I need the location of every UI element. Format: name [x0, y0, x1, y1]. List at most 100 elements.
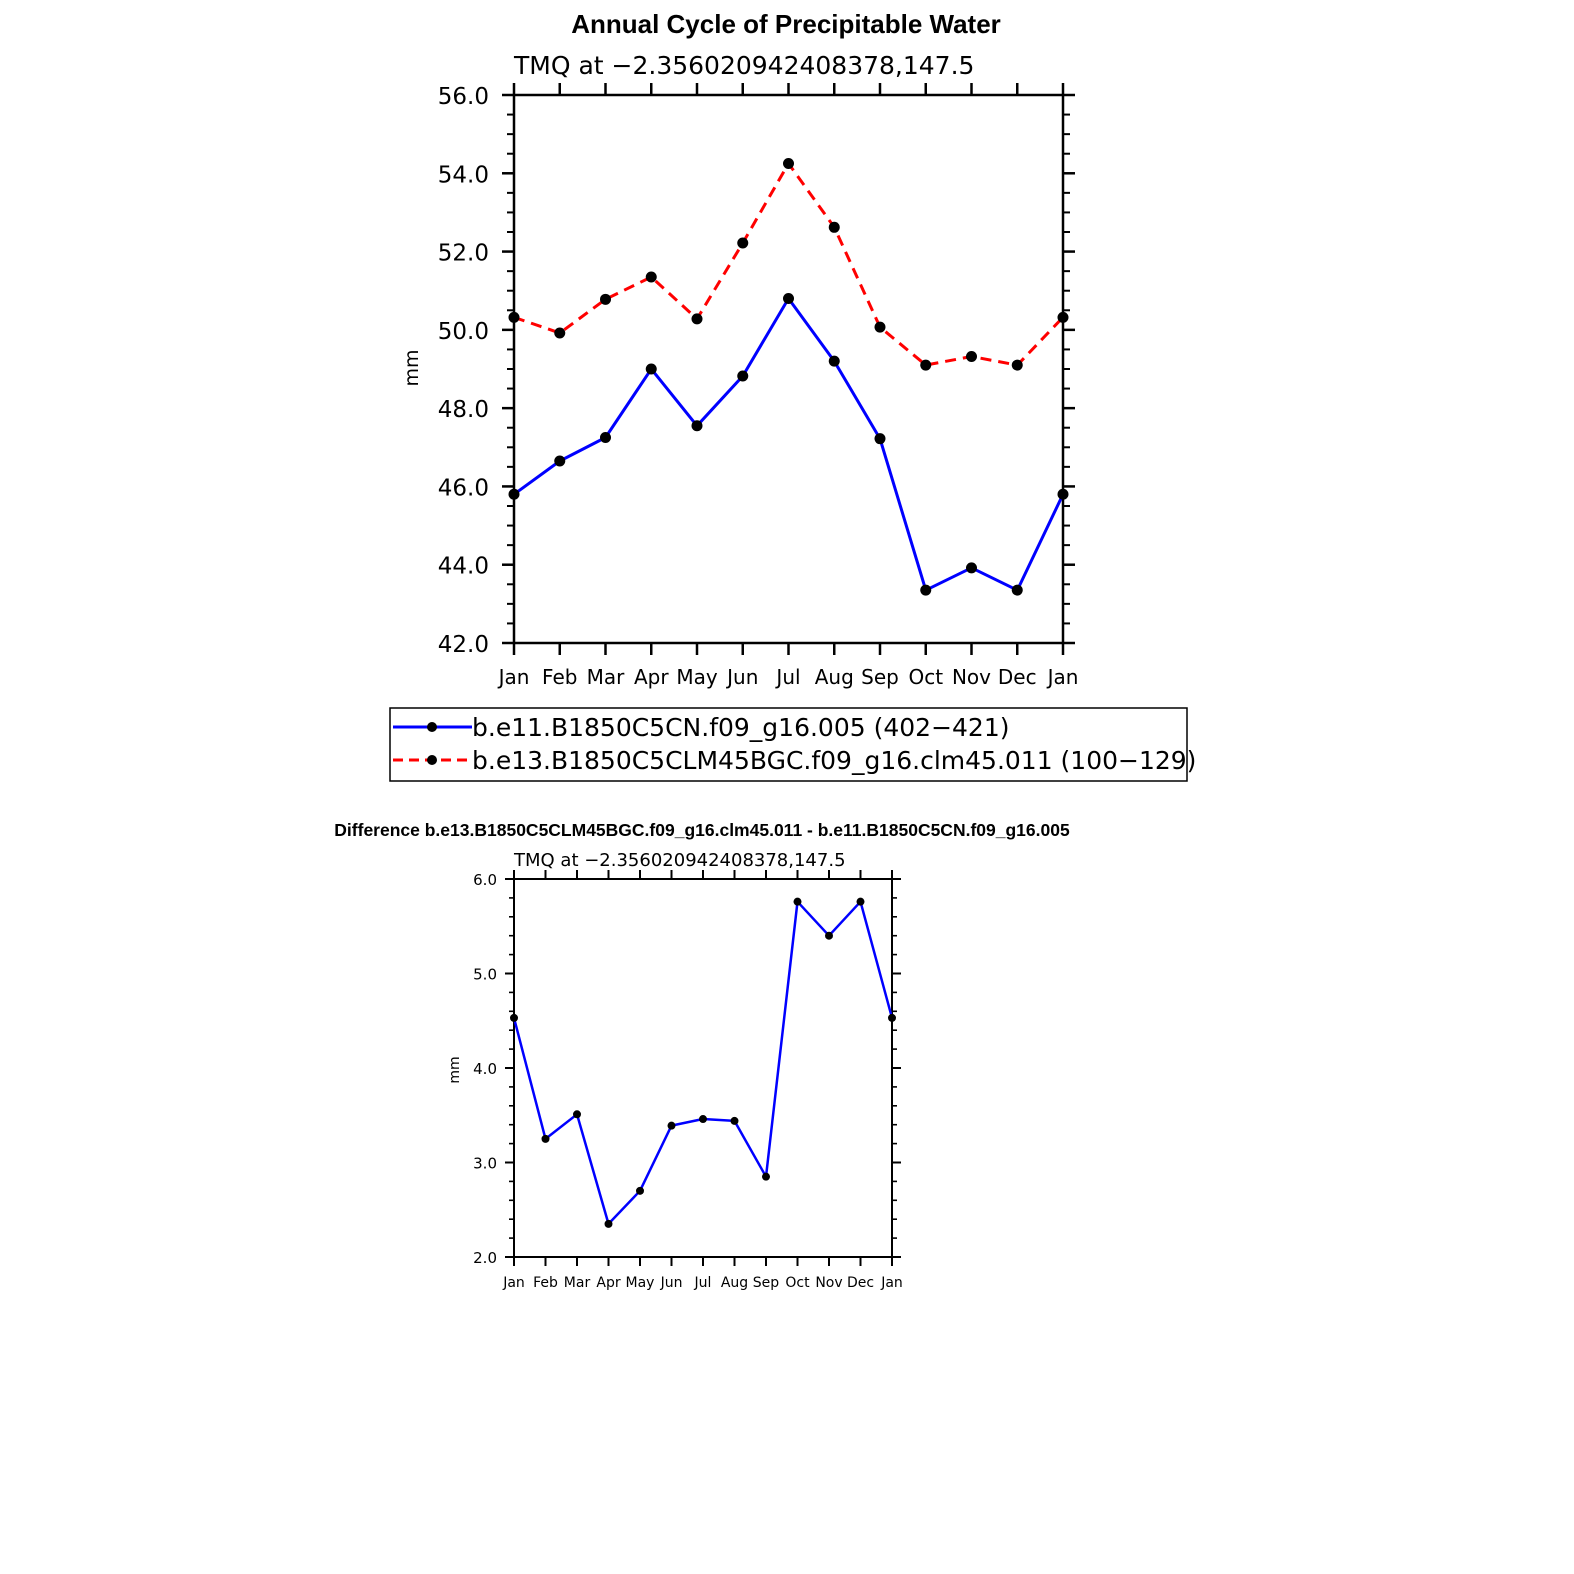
- data-point: [645, 271, 657, 283]
- difference-series-line-0: [512, 900, 894, 1226]
- difference-data-point: [604, 1219, 613, 1228]
- legend-marker-red: [427, 755, 437, 765]
- y-tick-label: 50.0: [438, 319, 489, 345]
- difference-subtitle: TMQ at −2.356020942408378,147.5: [513, 850, 846, 871]
- difference-x-tick-label: Jul: [694, 1275, 712, 1291]
- data-point: [828, 355, 840, 367]
- data-point: [691, 313, 703, 325]
- data-point: [645, 363, 657, 375]
- difference-x-tick-label: Oct: [785, 1275, 810, 1291]
- chart-title: Annual Cycle of Precipitable Water: [571, 9, 1001, 39]
- difference-x-tick-label: Sep: [753, 1275, 780, 1291]
- difference-data-point: [541, 1134, 550, 1143]
- x-tick-label: Mar: [587, 665, 626, 689]
- annual-cycle-chart: Annual Cycle of Precipitable Water TMQ a…: [401, 9, 1078, 689]
- x-tick-label: Jul: [774, 665, 800, 689]
- chart-subtitle: TMQ at −2.356020942408378,147.5: [513, 51, 974, 80]
- data-point: [508, 311, 520, 323]
- x-tick-label: Nov: [952, 665, 991, 689]
- series-line-0: [513, 297, 1065, 592]
- difference-series: [510, 897, 896, 1228]
- data-point: [508, 488, 520, 500]
- data-point: [828, 221, 840, 233]
- legend: b.e11.B1850C5CN.f09_g16.005 (402−421) b.…: [389, 707, 1196, 782]
- difference-x-tick-label: Apr: [596, 1275, 620, 1291]
- y-axis-label: mm: [401, 349, 423, 386]
- data-point: [1057, 311, 1069, 323]
- difference-data-point: [888, 1013, 896, 1022]
- difference-x-tick-label: Jun: [660, 1275, 683, 1291]
- data-point: [783, 293, 794, 305]
- x-tick-label: Jan: [1046, 665, 1079, 689]
- difference-data-point: [793, 897, 802, 906]
- x-tick-label: Jun: [725, 665, 758, 689]
- x-tick-label: Dec: [998, 665, 1037, 689]
- data-point: [600, 432, 611, 443]
- data-point: [1057, 488, 1069, 500]
- difference-y-tick-label: 2.0: [473, 1249, 497, 1267]
- legend-label-red: b.e13.B1850C5CLM45BGC.f09_g16.clm45.011 …: [472, 746, 1196, 775]
- data-point: [1011, 584, 1023, 596]
- difference-axis-ticks: [505, 870, 901, 1266]
- difference-title: Difference b.e13.B1850C5CLM45BGC.f09_g16…: [334, 820, 1070, 840]
- y-tick-label: 44.0: [438, 554, 489, 580]
- legend-label-blue: b.e11.B1850C5CN.f09_g16.005 (402−421): [472, 713, 1010, 742]
- data-point: [691, 420, 703, 432]
- difference-x-tick-label: Jan: [502, 1275, 525, 1291]
- data-point: [874, 433, 886, 445]
- difference-y-tick-label: 4.0: [473, 1060, 497, 1078]
- data-point: [737, 237, 749, 249]
- difference-data-point: [636, 1186, 644, 1195]
- x-tick-label: Sep: [861, 665, 899, 689]
- data-point: [737, 370, 749, 382]
- data-point: [783, 158, 794, 169]
- data-point: [600, 293, 611, 305]
- data-point: [874, 321, 886, 333]
- x-tick-label: May: [676, 665, 718, 689]
- data-point: [966, 350, 977, 362]
- difference-y-tick-label: 6.0: [473, 871, 497, 889]
- data-point: [1011, 359, 1023, 371]
- difference-data-point: [573, 1110, 581, 1119]
- legend-box: [389, 707, 1188, 782]
- x-tick-label: Feb: [542, 665, 577, 689]
- difference-plot-frame: [513, 878, 893, 1258]
- x-tick-label: Oct: [908, 665, 943, 689]
- difference-y-tick-labels: 2.0 3.0 4.0 5.0 6.0: [473, 871, 497, 1267]
- difference-y-tick-label: 3.0: [473, 1155, 497, 1173]
- difference-x-tick-label: Dec: [847, 1275, 874, 1291]
- legend-marker-blue: [427, 722, 437, 732]
- difference-x-tick-label: Mar: [564, 1275, 591, 1291]
- x-tick-label: Apr: [634, 665, 669, 689]
- y-tick-label: 48.0: [438, 397, 489, 423]
- series-line-1: [513, 162, 1065, 367]
- axis-ticks: [502, 83, 1075, 655]
- data-point: [920, 359, 932, 371]
- difference-chart: Difference b.e13.B1850C5CLM45BGC.f09_g16…: [334, 820, 1070, 1291]
- difference-data-point: [730, 1116, 739, 1125]
- difference-y-axis-label: mm: [447, 1056, 463, 1083]
- series-lines: [508, 158, 1069, 596]
- difference-x-tick-label: Aug: [721, 1275, 748, 1291]
- x-tick-label: Aug: [815, 665, 854, 689]
- y-tick-label: 54.0: [438, 162, 489, 188]
- difference-data-point: [762, 1172, 770, 1181]
- difference-x-tick-label: Jan: [880, 1275, 903, 1291]
- difference-x-tick-labels: Jan Feb Mar Apr May Jun Jul Aug Sep Oct Nov Dec Jan: [502, 1275, 903, 1291]
- data-point: [554, 327, 566, 339]
- x-tick-label: Jan: [497, 665, 530, 689]
- data-point: [920, 584, 932, 596]
- difference-y-tick-label: 5.0: [473, 966, 497, 984]
- plot-frame: [512, 93, 1065, 645]
- difference-data-point: [699, 1115, 707, 1124]
- data-point: [554, 455, 566, 467]
- difference-data-point: [825, 931, 833, 940]
- y-tick-labels: 42.0 44.0 46.0 48.0 50.0 52.0 54.0 56.0: [438, 84, 489, 658]
- x-tick-labels: Jan Feb Mar Apr May Jun Jul Aug Sep Oct Nov Dec Jan: [497, 665, 1079, 689]
- difference-x-tick-label: Nov: [815, 1275, 842, 1291]
- difference-data-point: [510, 1013, 518, 1022]
- difference-data-point: [856, 897, 865, 906]
- y-tick-label: 56.0: [438, 84, 489, 110]
- y-tick-label: 52.0: [438, 241, 489, 267]
